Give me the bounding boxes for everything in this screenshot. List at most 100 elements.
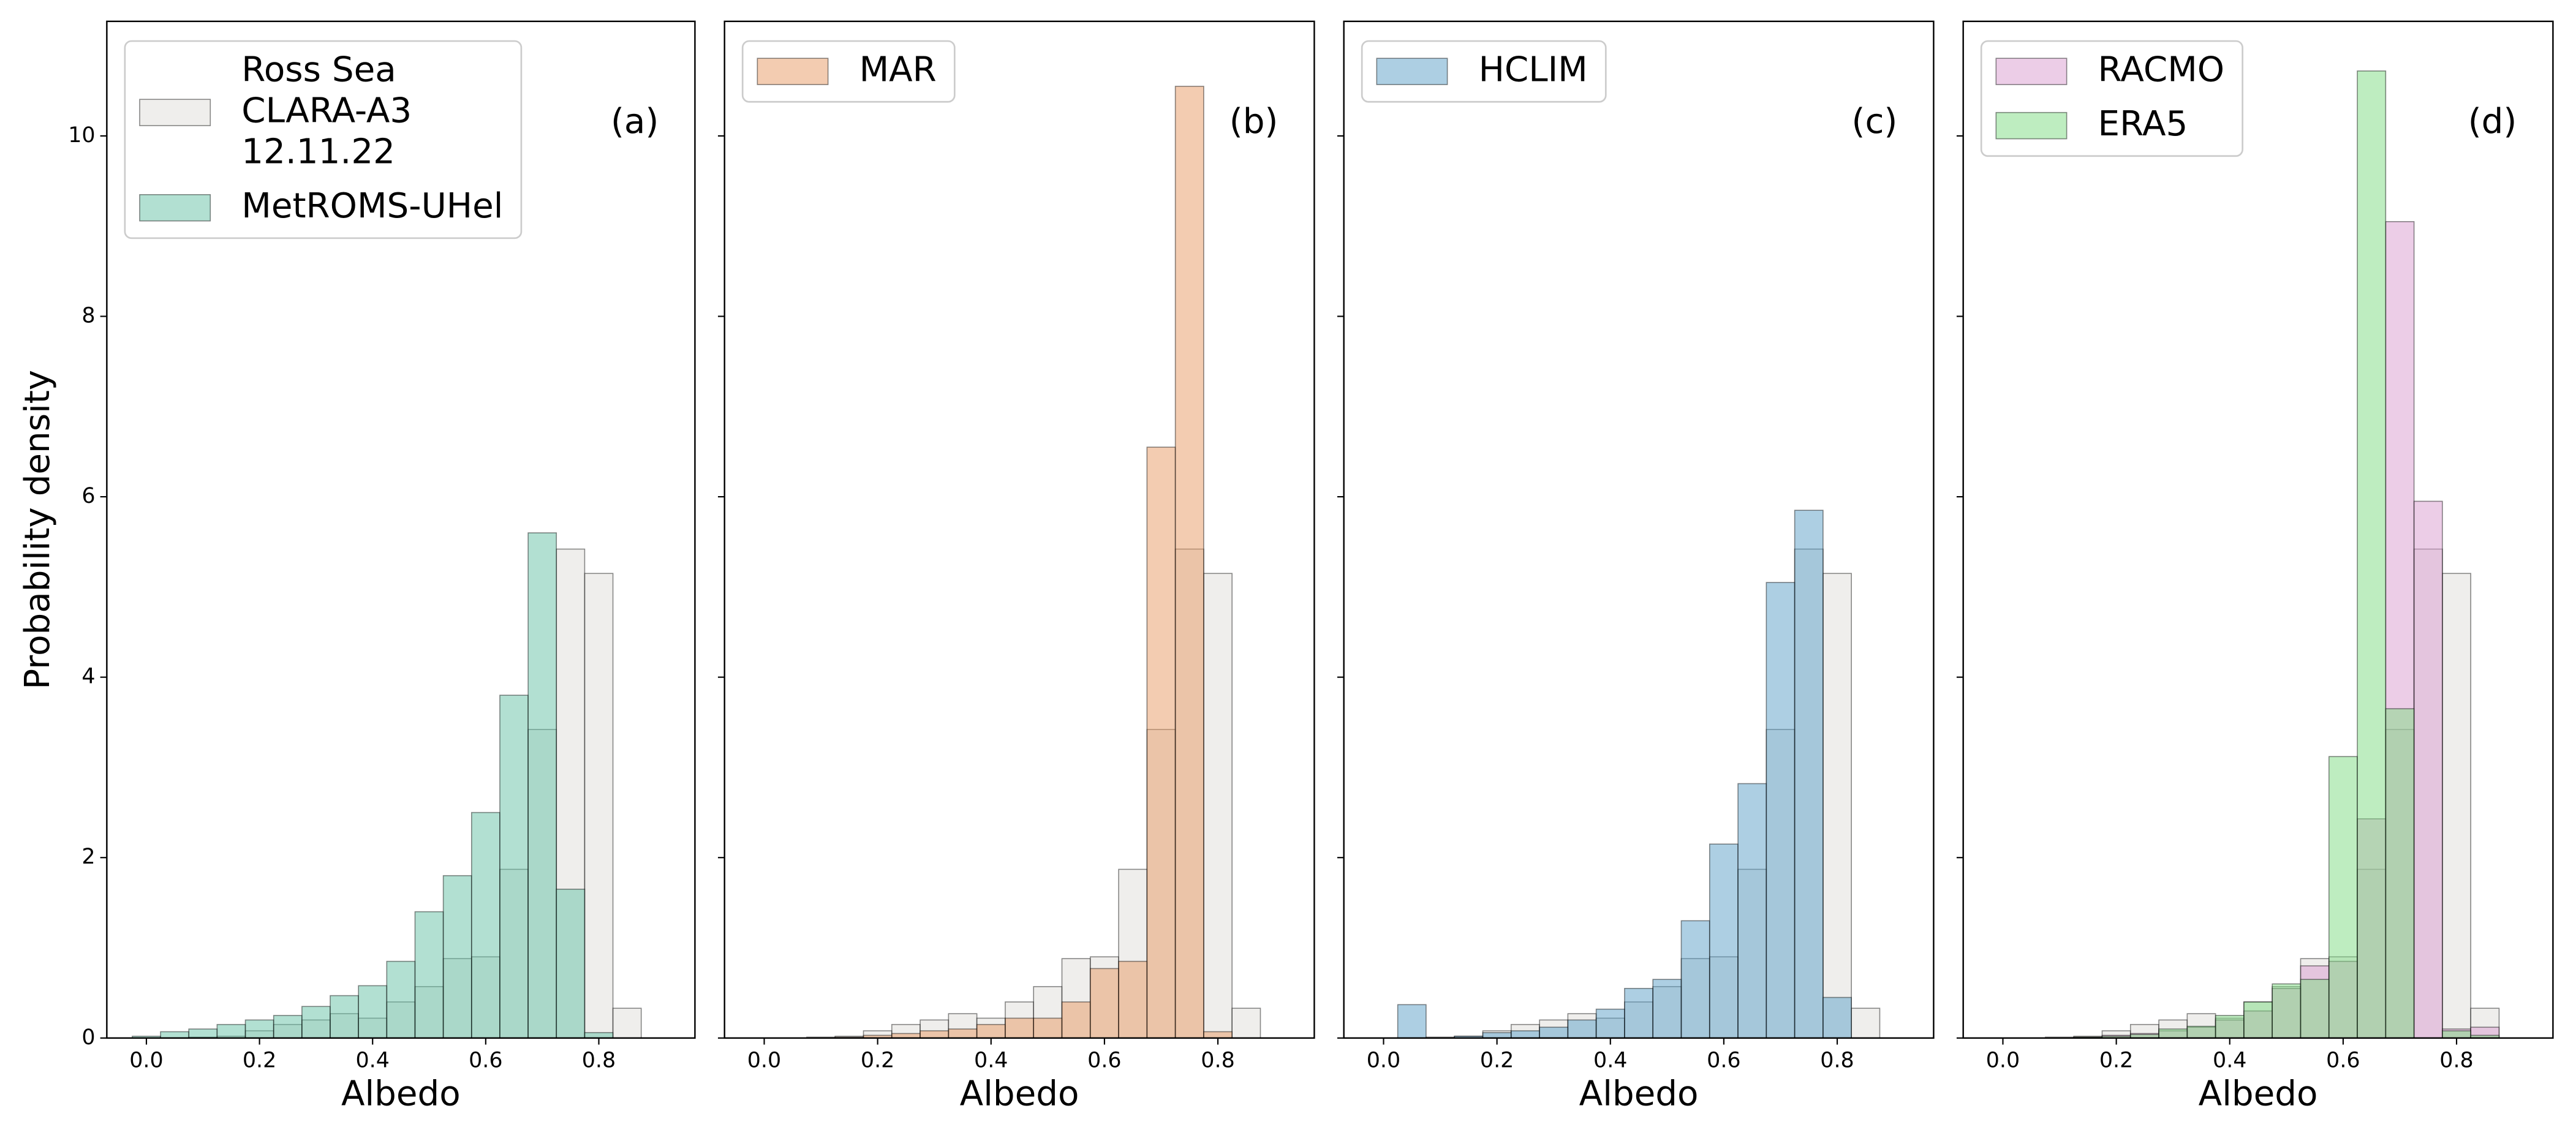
bar xyxy=(1822,573,1852,1039)
legend: MAR xyxy=(741,40,956,103)
x-axis-label: Albedo xyxy=(1579,1074,1699,1113)
bar xyxy=(2243,1001,2273,1039)
legend-box xyxy=(124,40,523,239)
bar xyxy=(1203,1031,1233,1039)
x-tick-label: 0.2 xyxy=(861,1048,894,1072)
bar xyxy=(2158,1028,2188,1039)
bar xyxy=(1822,996,1852,1039)
legend-swatch xyxy=(1995,58,2068,85)
legend: Ross Sea CLARA-A3 12.11.22 MetROMS-UHel xyxy=(124,40,523,239)
bar xyxy=(1766,582,1796,1039)
legend-swatch xyxy=(757,58,829,85)
x-tick-label: 0.4 xyxy=(356,1048,390,1072)
panel-label: (c) xyxy=(1852,102,1898,141)
bar xyxy=(1005,1017,1034,1039)
bar xyxy=(948,1028,978,1039)
y-tick-label: 2 xyxy=(81,845,95,869)
y-tick-label: 6 xyxy=(81,484,95,508)
bar xyxy=(920,1030,950,1039)
x-tick-label: 0.6 xyxy=(1087,1048,1121,1072)
x-tick-label: 0.0 xyxy=(129,1048,163,1072)
panel: 0.0 0.2 0.4 0.6 0.8 Albedo (b) MAR xyxy=(717,20,1315,1113)
bar xyxy=(160,1031,190,1039)
bar xyxy=(358,985,388,1039)
x-axis-label: Albedo xyxy=(341,1074,461,1113)
x-tick-label: 0.6 xyxy=(469,1048,502,1072)
x-tick-label: 0.8 xyxy=(2439,1048,2473,1072)
bar xyxy=(2215,1015,2245,1039)
bar xyxy=(301,1006,331,1039)
bar xyxy=(216,1023,246,1039)
x-tick-label: 0.4 xyxy=(974,1048,1008,1072)
y-tick-label: 0 xyxy=(81,1025,95,1050)
panel: 0 2 4 6 8 10 0.0 0.2 0.4 0.6 0.8 Albedo Probability … xyxy=(18,20,696,1113)
bar xyxy=(273,1015,303,1039)
legend: RACMO ERA5 xyxy=(1980,40,2243,157)
y-tick-label: 4 xyxy=(81,665,95,689)
bar xyxy=(527,532,557,1039)
bar xyxy=(2328,756,2358,1039)
bar xyxy=(1652,979,1682,1039)
x-tick-label: 0.2 xyxy=(1480,1048,1514,1072)
panel: 0.0 0.2 0.4 0.6 0.8 Albedo (c) HCLIM xyxy=(1337,20,1935,1113)
bar xyxy=(1737,783,1767,1039)
legend-label: Ross Sea CLARA-A3 12.11.22 xyxy=(241,50,412,171)
x-axis-label: Albedo xyxy=(2199,1074,2318,1113)
bar xyxy=(1482,1032,1512,1039)
bar xyxy=(1595,1008,1625,1039)
legend-label: RACMO xyxy=(2098,50,2225,89)
bar xyxy=(584,1032,614,1039)
legend: HCLIM xyxy=(1361,40,1607,103)
x-tick-label: 0.0 xyxy=(1367,1048,1400,1072)
bar xyxy=(2442,573,2471,1039)
panel-label: (a) xyxy=(611,102,659,141)
y-tick-label: 8 xyxy=(81,304,95,328)
legend-label: MAR xyxy=(859,50,937,89)
x-axis-label: Albedo xyxy=(960,1074,1079,1113)
x-tick-label: 0.8 xyxy=(1820,1048,1854,1072)
bar xyxy=(2300,979,2330,1039)
bar xyxy=(2272,983,2302,1039)
legend-box xyxy=(1361,40,1607,103)
bar xyxy=(1146,446,1176,1039)
bar xyxy=(188,1028,218,1039)
bar xyxy=(386,960,416,1039)
bar xyxy=(1174,86,1204,1039)
bar xyxy=(1231,1008,1261,1039)
y-tick-label: 10 xyxy=(68,123,95,148)
bar xyxy=(584,573,614,1039)
bar xyxy=(1794,510,1824,1039)
axes-frame xyxy=(723,20,1315,1039)
legend-swatch xyxy=(1995,111,2068,140)
bar xyxy=(1851,1008,1881,1039)
bar xyxy=(1680,920,1710,1039)
axes-frame xyxy=(106,20,696,1039)
bar xyxy=(2413,500,2443,1039)
x-tick-label: 0.4 xyxy=(1593,1048,1627,1072)
legend-swatch xyxy=(1376,58,1448,85)
legend-label: ERA5 xyxy=(2098,104,2188,144)
legend-label: MetROMS-UHel xyxy=(241,186,503,226)
x-tick-label: 0.4 xyxy=(2213,1048,2246,1072)
bar xyxy=(976,1023,1006,1039)
panel-label: (b) xyxy=(1229,102,1279,141)
panel: 0.0 0.2 0.4 0.6 0.8 Albedo (d) RACMO ERA5 xyxy=(1956,20,2554,1113)
bar xyxy=(1567,1019,1597,1039)
x-tick-label: 0.8 xyxy=(582,1048,616,1072)
legend-label: HCLIM xyxy=(1479,50,1588,89)
bar xyxy=(1033,1017,1063,1039)
bar xyxy=(1118,960,1148,1039)
x-tick-label: 0.6 xyxy=(2326,1048,2360,1072)
bar xyxy=(1539,1026,1569,1039)
axes-frame xyxy=(1962,20,2554,1039)
legend-box xyxy=(741,40,956,103)
x-tick-label: 0.2 xyxy=(243,1048,276,1072)
bar xyxy=(1061,1001,1091,1039)
x-tick-label: 0.0 xyxy=(747,1048,781,1072)
x-tick-label: 0.2 xyxy=(2099,1048,2133,1072)
bar xyxy=(1709,843,1739,1039)
bar xyxy=(1624,988,1653,1039)
bar xyxy=(2186,1025,2216,1039)
bar xyxy=(2357,70,2387,1039)
